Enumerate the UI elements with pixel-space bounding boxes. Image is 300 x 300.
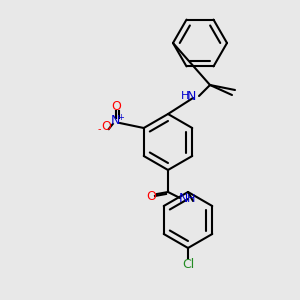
Text: O: O [111,100,121,113]
Text: +: + [117,112,124,122]
Text: N: N [186,89,196,103]
Text: N: N [111,115,120,128]
Text: H: H [187,194,195,204]
Text: Cl: Cl [182,257,194,271]
Text: H: H [181,91,189,101]
Text: N: N [178,193,188,206]
Text: -: - [98,124,101,134]
Text: O: O [101,121,111,134]
Text: O: O [146,190,156,203]
